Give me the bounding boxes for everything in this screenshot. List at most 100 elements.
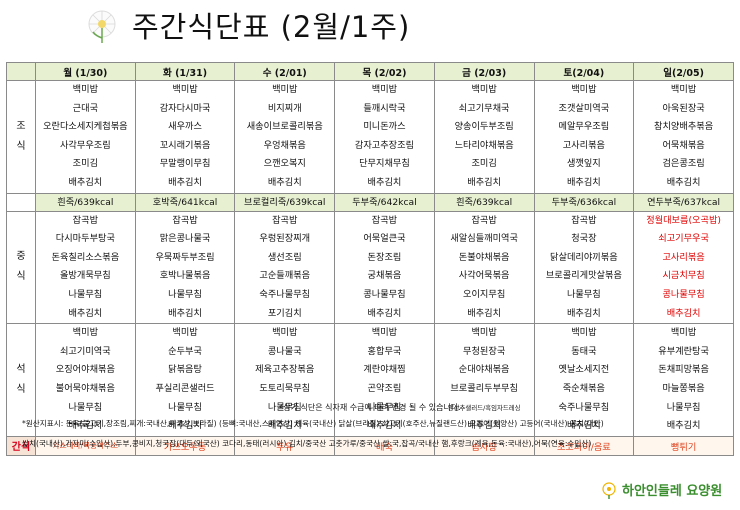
menu-item: 백미밥 bbox=[371, 84, 398, 95]
dandelion-icon bbox=[88, 10, 116, 43]
dandelion-icon bbox=[602, 481, 616, 499]
facility-logo: 하안인들레 요양원 bbox=[600, 480, 722, 499]
menu-item: 백미밥 bbox=[272, 327, 298, 339]
header: 주간식단표 (2월/1주) bbox=[0, 0, 740, 56]
menu-item: 고순들깨볶음 bbox=[259, 270, 311, 282]
menu-item: 고사리볶음 bbox=[562, 139, 605, 151]
menu-item: 배추김치 bbox=[168, 307, 202, 319]
porridge-day-3: 두부죽/642kcal bbox=[334, 192, 435, 212]
menu-item: 나물무침 bbox=[168, 288, 202, 300]
menu-item: 나물무침 bbox=[367, 401, 402, 413]
porridge-day-2: 브로컬리죽/639kcal bbox=[234, 192, 336, 212]
breakfast-row-label: 조 식 bbox=[6, 80, 36, 194]
menu-item: 배추김치 bbox=[666, 420, 701, 432]
menu-item: 브로콜리두부무침 bbox=[450, 382, 518, 394]
menu-item: 배추김치 bbox=[566, 420, 601, 432]
menu-item: 쇠고기미역국 bbox=[59, 345, 111, 357]
menu-item: 배추김치 bbox=[467, 176, 502, 188]
menu-item: 조갯살미역국 bbox=[558, 102, 610, 114]
menu-item: 검은콩조림 bbox=[662, 158, 705, 170]
menu-item: 청국장 bbox=[571, 233, 597, 245]
menu-item: 배추김치 bbox=[168, 420, 202, 432]
menu-item: 순대야채볶음 bbox=[458, 364, 510, 376]
menu-item: 메알무우조림 bbox=[558, 121, 610, 133]
menu-item: 무청된장국 bbox=[463, 345, 506, 357]
menu-item: 우엉채볶음 bbox=[263, 139, 306, 151]
menu-item: 궁채볶음 bbox=[367, 270, 402, 282]
corner-cell bbox=[6, 62, 36, 81]
menu-item: 동태국 bbox=[571, 345, 597, 357]
menu-item: 무말랭이무침 bbox=[159, 158, 211, 170]
menu-item: 시금치무침 bbox=[662, 270, 705, 282]
breakfast-row-day-0: 백미밥 근대국 오란다소세지케첩볶음 사각무우조림 조미김 배추김치 bbox=[35, 80, 136, 194]
menu-item: 브로콜리게맛살볶음 bbox=[545, 270, 622, 282]
menu-item: 콩나물무침 bbox=[662, 288, 705, 300]
menu-item: 콩나물무침 bbox=[363, 288, 406, 300]
menu-item: 돈장조림 bbox=[367, 251, 402, 263]
menu-item: 배추김치 bbox=[68, 420, 103, 432]
day-header-4: 금 (2/03) bbox=[433, 62, 535, 81]
menu-item: 배추김치 bbox=[566, 307, 601, 319]
snack-day-6: 뻥튀기 bbox=[633, 435, 734, 456]
lunch-row-label: 중 식 bbox=[6, 210, 36, 325]
menu-item: 미니돈까스 bbox=[363, 121, 406, 133]
menu-item: 새송이브로콜리볶음 bbox=[246, 121, 323, 133]
breakfast-row-day-3: 백미밥 들깨시락국 미니돈까스 감자고추장조림 단무지채무침 배추김치 bbox=[334, 80, 435, 194]
menu-item: 으깬오복지 bbox=[263, 158, 306, 170]
menu-item: 근대국 bbox=[72, 102, 99, 114]
menu-item: 배추김치 bbox=[367, 176, 402, 188]
day-header-2: 수 (2/01) bbox=[234, 62, 336, 81]
dinner-row-day-6: 백미밥 유부계란탕국 돈채피망볶음 마늘쫑볶음 나물무침 배추김치 bbox=[633, 323, 734, 437]
menu-item: 쇠고기무채국 bbox=[458, 102, 510, 114]
menu-item: 포기김치 bbox=[267, 307, 302, 319]
lunch-row-day-2: 잡곡밥 우렁된장찌개 생선조림 고순들깨볶음 숙주나물무침 포기김치 bbox=[234, 210, 336, 325]
menu-item: 맑은콩나물국 bbox=[159, 233, 211, 245]
menu-item: 잡곡밥 bbox=[571, 214, 597, 226]
porridge-day-4: 흰죽/639kcal bbox=[433, 192, 535, 212]
lunch-row-day-1: 잡곡밥 맑은콩나물국 우묵짜두부조림 호박나물볶음 나물무침 배추김치 bbox=[134, 210, 236, 325]
menu-item: 감자고추장조림 bbox=[354, 139, 415, 151]
dinner-row: 석 식 백미밥 쇠고기미역국 오징어야채볶음 불어묵야채볶음 나물무침 배추김치 백미밥 순두부… bbox=[6, 323, 734, 437]
menu-item: 푸실리콘샐러드 bbox=[155, 382, 215, 394]
menu-item: 돈채피망볶음 bbox=[658, 364, 709, 376]
lunch-row: 중 식 잡곡밥 다시마두부탕국 돈육칠리소스볶음 올방개묵무침 나물무침 배추김치 잡곡밥 맑은… bbox=[6, 210, 734, 325]
snack-day-1: 가쓰오우동 bbox=[134, 435, 236, 456]
menu-item: 비지찌개 bbox=[267, 102, 302, 114]
menu-item: 마늘쫑볶음 bbox=[662, 382, 705, 394]
menu-item: 우묵짜두부조림 bbox=[155, 251, 215, 263]
menu-item: 잡곡밥 bbox=[72, 214, 99, 226]
dinner-row-label: 석 식 bbox=[6, 323, 36, 437]
lunch-row-day-0: 잡곡밥 다시마두부탕국 돈육칠리소스볶음 올방개묵무침 나물무침 배추김치 bbox=[35, 210, 136, 325]
menu-item: 옛날소세지전 bbox=[558, 364, 610, 376]
menu-item: 양송이두부조림 bbox=[454, 121, 514, 133]
menu-item: 양상추샐러드/흑임자드레싱 bbox=[447, 403, 521, 412]
menu-item: 숙주나물무침 bbox=[259, 288, 311, 300]
page-title: 주간식단표 (2월/1주) bbox=[132, 10, 411, 44]
snack-day-5: 초코파이/음료 bbox=[533, 435, 635, 456]
menu-item: 어묵채볶음 bbox=[662, 139, 705, 151]
menu-item: 참치양배추볶음 bbox=[654, 121, 714, 133]
lunch-row-day-4: 잡곡밥 새알심들깨미역국 돈불야채볶음 사각어묵볶음 오이지무침 배추김치 bbox=[433, 210, 535, 325]
menu-item: 느타리야채볶음 bbox=[454, 139, 514, 151]
menu-item: 백미밥 bbox=[172, 84, 198, 95]
breakfast-row-day-6: 백미밥 아욱된장국 참치양배추볶음 어묵채볶음 검은콩조림 배추김치 bbox=[633, 80, 734, 194]
menu-item: 생선조림 bbox=[267, 251, 302, 263]
snack-row: 간식 카스테라/복숭아주스 가쓰오우동 두유 배숙 솜사탕 초코파이/음료 뻥튀기 bbox=[6, 435, 734, 456]
breakfast-row: 조 식 백미밥 근대국 오란다소세지케첩볶음 사각무우조림 조미김 배추김치 백미밥 감자다시마… bbox=[6, 80, 734, 194]
menu-item: 나물무침 bbox=[267, 401, 302, 413]
menu-item: 오징어야채볶음 bbox=[55, 364, 115, 376]
menu-item: 조미김 bbox=[471, 158, 497, 170]
porridge-day-5: 두부죽/636kcal bbox=[533, 192, 635, 212]
menu-item: 홍합무국 bbox=[367, 345, 402, 357]
menu-item: 곤약조림 bbox=[367, 382, 402, 394]
lunch-row-day-3: 잡곡밥 어묵얼큰국 돈장조림 궁채볶음 콩나물무침 배추김치 bbox=[334, 210, 435, 325]
menu-item: 정월대보름(오곡밥) bbox=[646, 214, 721, 226]
dinner-row-day-4: 백미밥 무청된장국 순대야채볶음 브로콜리두부무침 양상추샐러드/흑임자드레싱 배추김치 bbox=[433, 323, 535, 437]
menu-item: 잡곡밥 bbox=[371, 214, 398, 226]
menu-item: 백미밥 bbox=[371, 327, 398, 339]
day-header-1: 화 (1/31) bbox=[134, 62, 236, 81]
menu-item: 배추김치 bbox=[566, 176, 601, 188]
snack-day-2: 두유 bbox=[234, 435, 336, 456]
menu-item: 돈육칠리소스볶음 bbox=[51, 251, 120, 263]
menu-item: 다시마두부탕국 bbox=[55, 233, 115, 245]
